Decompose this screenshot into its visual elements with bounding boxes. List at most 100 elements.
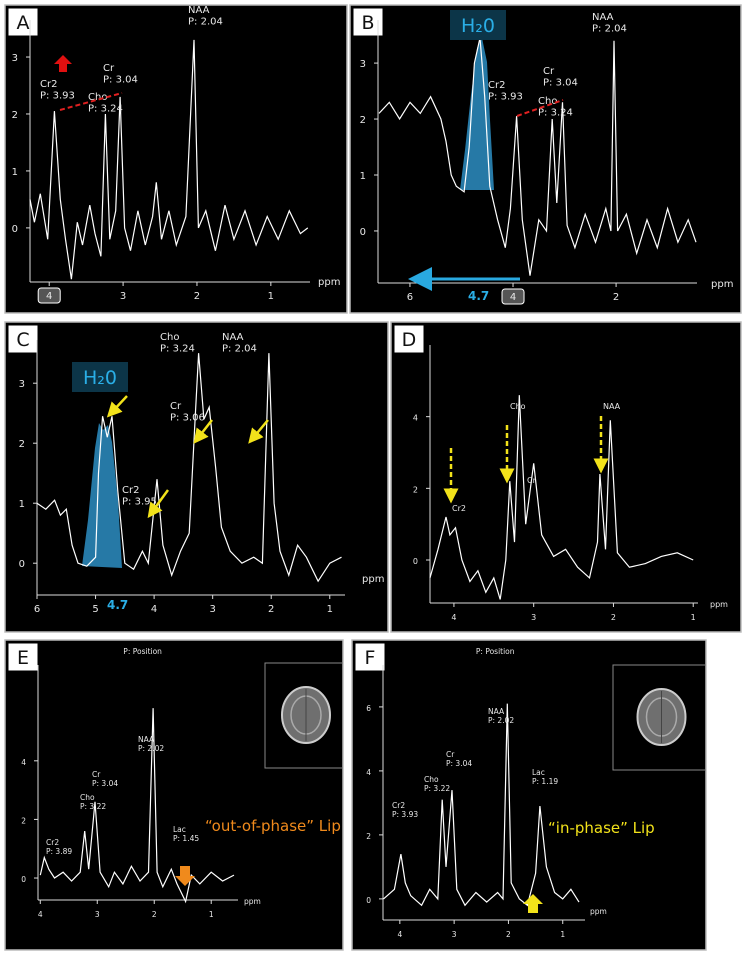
y-tick-label: 1: [360, 171, 366, 182]
peak-label: NAA: [222, 332, 244, 343]
x-tick-label: 1: [560, 930, 565, 939]
y-tick-label: 0: [21, 875, 26, 884]
peak-label: NAA: [188, 5, 210, 16]
red-arrow: [54, 55, 72, 72]
x-tick-label: 4: [397, 930, 402, 939]
thumbnail-frame: [612, 664, 706, 771]
x-tick-label: 2: [613, 292, 619, 303]
peak-label: Cho: [510, 402, 526, 411]
y-tick-label: 2: [12, 110, 18, 121]
peak-label: P: 3.93: [488, 92, 523, 103]
y-tick-label: 4: [366, 768, 371, 777]
peak-label: Cr2: [46, 838, 59, 847]
panel-label-box: [7, 642, 39, 672]
panel-label-box: [7, 7, 39, 37]
x-tick-label: 1: [268, 291, 274, 302]
panel: [349, 4, 742, 314]
peak-label: Cho: [424, 775, 439, 784]
peak-label: Lac: [173, 825, 186, 834]
spectrum-line: [29, 39, 309, 280]
peak-label: Cr: [527, 476, 537, 485]
peak-label: NAA: [488, 707, 505, 716]
yellow-up-arrow: [523, 894, 543, 913]
peak-label: NAA: [138, 735, 155, 744]
peak-label: P: 3.04: [543, 78, 578, 89]
spectrum-line: [429, 395, 694, 600]
y-tick-label: 3: [12, 53, 18, 64]
water-label-box: [450, 10, 506, 40]
y-tick-label: 1: [12, 167, 18, 178]
spectrum-line: [383, 703, 580, 907]
peak-label: P: 3.24: [538, 108, 573, 119]
panel-label: F: [365, 647, 376, 669]
y-tick-label: 6: [366, 704, 371, 713]
panel-label: C: [16, 329, 29, 351]
x-axis-label: ppm: [590, 907, 607, 916]
lip-label: “in-phase” Lip: [548, 819, 655, 837]
peak-label: Cr2: [122, 485, 139, 496]
panel: [390, 321, 742, 633]
x-tick-label: 4: [451, 613, 456, 622]
peak-label: Cho: [160, 332, 179, 343]
peak-label: P: 2.02: [138, 744, 164, 753]
panel-label: B: [361, 12, 374, 34]
y-tick-label: 4: [21, 758, 26, 767]
x-tick-label: 6: [407, 292, 413, 303]
panel-label-box: [393, 324, 425, 354]
peak-label: P: 3.22: [80, 802, 106, 811]
peak-label: Cr2: [40, 79, 57, 90]
peak-label: P: 3.22: [424, 784, 450, 793]
peak-label: P: 3.06: [170, 413, 205, 424]
y-tick-label: 2: [21, 816, 26, 825]
peak-label: Cho: [80, 793, 95, 802]
x-tick-label: 3: [531, 613, 536, 622]
peak-label: Lac: [532, 768, 545, 777]
x-tick-label: 6: [34, 604, 40, 615]
x-tick-label: 2: [268, 604, 274, 615]
panel: [4, 4, 348, 314]
y-tick-label: 2: [19, 439, 25, 450]
peak-label: NAA: [592, 12, 614, 23]
y-tick-label: 3: [360, 59, 366, 70]
water-fill: [82, 423, 122, 568]
peak-label: P: 2.04: [592, 24, 627, 35]
peak-label: Cr: [170, 401, 182, 412]
x-tick-label: 2: [611, 613, 616, 622]
x-tick-label: 3: [95, 910, 100, 919]
water-label-box: [72, 362, 128, 392]
yellow-arrow: [106, 395, 128, 418]
y-tick-label: 3: [19, 379, 25, 390]
dashed-line: [516, 99, 564, 117]
y-tick-label: 0: [360, 227, 366, 238]
peak-label: Cho: [538, 96, 557, 107]
x-tick-label: 2: [194, 291, 200, 302]
peak-label: P: 3.93: [392, 810, 418, 819]
x-tick-label: 1: [691, 613, 696, 622]
y-tick-label: 1: [19, 499, 25, 510]
peak-label: P: 3.24: [160, 344, 195, 355]
panel-label: A: [17, 12, 30, 34]
y-tick-label: 0: [366, 896, 371, 905]
panel-label: D: [402, 329, 417, 351]
x-tick-label: 1: [209, 910, 214, 919]
peak-label: Cr2: [392, 801, 405, 810]
peak-label: Cr2: [452, 504, 466, 513]
peak-label: P: 1.19: [532, 777, 558, 786]
x-tick-label: 4: [510, 292, 516, 303]
x-tick-label: 3: [209, 604, 215, 615]
x-axis-label: ppm: [318, 277, 340, 288]
water-label: H₂0: [461, 15, 495, 37]
y-tick-label: 0: [12, 224, 18, 235]
panel-label-box: [354, 642, 386, 672]
peak-label: P: 3.95: [122, 497, 157, 508]
x-tick-label: 4: [151, 604, 157, 615]
peak-label: Cr: [543, 66, 555, 77]
peak-label: P: 3.04: [92, 779, 118, 788]
y-tick-label: 4: [413, 414, 418, 423]
y-tick-label: 0: [19, 559, 25, 570]
peak-label: P: 3.04: [446, 759, 472, 768]
peak-label: Cr: [446, 750, 455, 759]
peak-label: P: 1.45: [173, 834, 199, 843]
lip-label: “out-of-phase” Lip: [205, 817, 341, 835]
